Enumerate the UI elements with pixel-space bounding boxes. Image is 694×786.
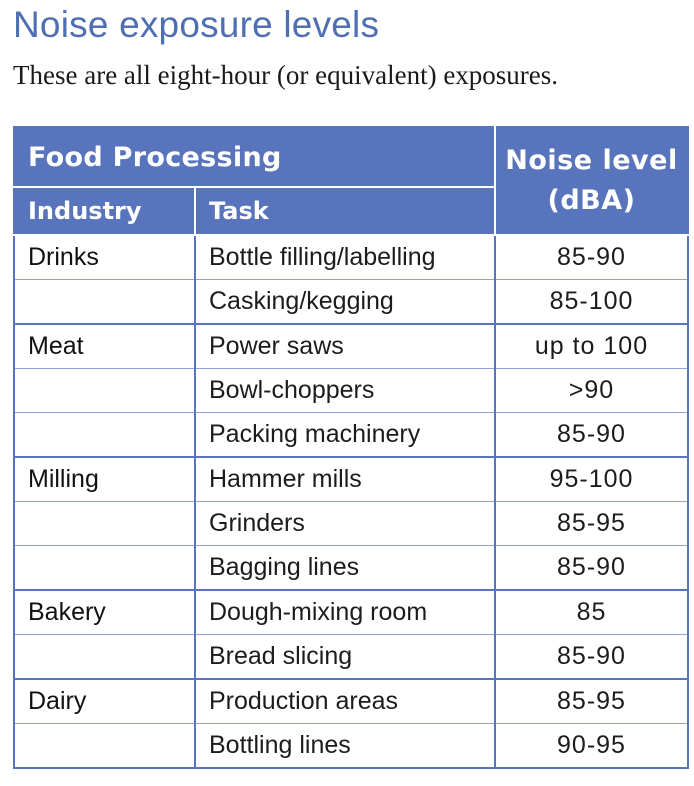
industry-cell	[13, 545, 196, 590]
industry-header: Industry	[13, 186, 196, 236]
table-row: Bottling lines 90-95	[13, 723, 689, 769]
noise-level-cell: 85-90	[494, 634, 689, 679]
task-cell: Hammer mills	[194, 456, 496, 502]
task-cell: Bottle filling/labelling	[194, 234, 496, 280]
noise-level-cell: 95-100	[494, 456, 689, 502]
industry-cell: Meat	[13, 323, 196, 369]
table-row: Packing machinery 85-90	[13, 412, 689, 457]
table-row: Bagging lines 85-90	[13, 545, 689, 590]
task-cell: Packing machinery	[194, 412, 496, 457]
task-cell: Dough-mixing room	[194, 589, 496, 635]
task-cell: Bagging lines	[194, 545, 496, 590]
industry-cell: Milling	[13, 456, 196, 502]
table-row: Milling Hammer mills 95-100	[13, 456, 689, 502]
industry-cell	[13, 368, 196, 413]
industry-cell: Drinks	[13, 234, 196, 280]
noise-level-cell: 85-90	[494, 412, 689, 457]
task-cell: Bread slicing	[194, 634, 496, 679]
industry-cell: Bakery	[13, 589, 196, 635]
table-row: Dairy Production areas 85-95	[13, 678, 689, 724]
table-row: Grinders 85-95	[13, 501, 689, 546]
table-header-row: Food Processing Noise level (dBA)	[13, 126, 689, 236]
food-processing-header: Food Processing	[13, 126, 496, 188]
task-cell: Bottling lines	[194, 723, 496, 769]
task-cell: Production areas	[194, 678, 496, 724]
task-cell: Power saws	[194, 323, 496, 369]
industry-cell	[13, 501, 196, 546]
noise-level-cell: >90	[494, 368, 689, 413]
noise-level-header-line2: (dBA)	[547, 185, 636, 216]
industry-cell	[13, 412, 196, 457]
table-row: Casking/kegging 85-100	[13, 279, 689, 324]
noise-level-cell: 85-100	[494, 279, 689, 324]
industry-cell	[13, 723, 196, 769]
task-cell: Grinders	[194, 501, 496, 546]
industry-cell	[13, 634, 196, 679]
noise-level-header-line1: Noise level	[505, 145, 678, 176]
noise-level-cell: up to 100	[494, 323, 689, 369]
table-row: Drinks Bottle filling/labelling 85-90	[13, 234, 689, 280]
page-subtitle: These are all eight-hour (or equivalent)…	[13, 60, 559, 90]
noise-level-cell: 85-90	[494, 545, 689, 590]
task-header: Task	[194, 186, 496, 236]
noise-level-cell: 85	[494, 589, 689, 635]
table-row: Meat Power saws up to 100	[13, 323, 689, 369]
noise-level-cell: 85-95	[494, 501, 689, 546]
industry-cell: Dairy	[13, 678, 196, 724]
noise-level-cell: 90-95	[494, 723, 689, 769]
table-row: Bowl-choppers >90	[13, 368, 689, 413]
task-cell: Bowl-choppers	[194, 368, 496, 413]
noise-level-cell: 85-95	[494, 678, 689, 724]
table-subheader-row: Industry Task	[13, 186, 688, 236]
task-cell: Casking/kegging	[194, 279, 496, 324]
table-row: Bread slicing 85-90	[13, 634, 689, 679]
page-title: Noise exposure levels	[13, 4, 380, 45]
industry-cell	[13, 279, 196, 324]
noise-levels-table: Food Processing Noise level (dBA) Indust…	[13, 126, 689, 769]
noise-level-cell: 85-90	[494, 234, 689, 280]
table-row: Bakery Dough-mixing room 85	[13, 589, 689, 635]
noise-level-header: Noise level (dBA)	[494, 126, 689, 236]
